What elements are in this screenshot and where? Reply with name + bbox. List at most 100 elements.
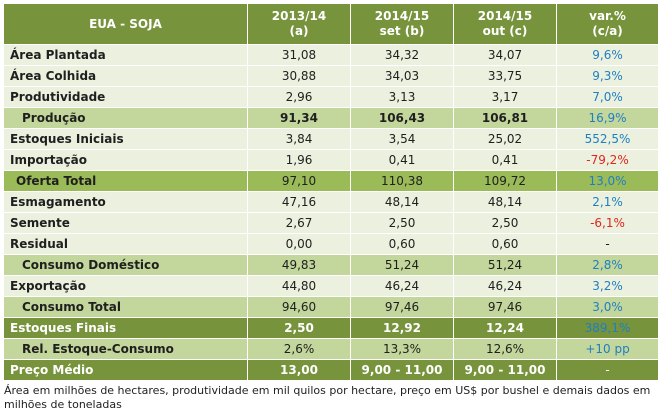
cell-c: 46,24: [453, 275, 557, 297]
cell-a: 1,96: [247, 149, 351, 171]
header-col-var: var.% (c/a): [556, 3, 659, 45]
cell-c: 34,07: [453, 44, 557, 66]
row-label: Importação: [3, 149, 248, 171]
cell-b: 3,13: [350, 86, 454, 108]
cell-c: 48,14: [453, 191, 557, 213]
header-title: EUA - SOJA: [3, 3, 248, 45]
cell-b: 106,43: [350, 107, 454, 129]
cell-b: 0,41: [350, 149, 454, 171]
row-label: Estoques Iniciais: [3, 128, 248, 150]
cell-var: 3,2%: [556, 275, 659, 297]
row-label: Esmagamento: [3, 191, 248, 213]
row-label: Produção: [3, 107, 248, 129]
table-row-total: Preço Médio 13,00 9,00 - 11,00 9,00 - 11…: [3, 359, 659, 381]
cell-a: 94,60: [247, 296, 351, 318]
row-label: Rel. Estoque-Consumo: [3, 338, 248, 360]
cell-c: 3,17: [453, 86, 557, 108]
cell-var: 2,1%: [556, 191, 659, 213]
table-row: Estoques Iniciais 3,84 3,54 25,02 552,5%: [3, 128, 659, 150]
cell-c: 33,75: [453, 65, 557, 87]
cell-a: 2,50: [247, 317, 351, 339]
cell-var: -: [556, 359, 659, 381]
row-label: Área Colhida: [3, 65, 248, 87]
cell-b: 51,24: [350, 254, 454, 276]
cell-var: -6,1%: [556, 212, 659, 234]
cell-var: -79,2%: [556, 149, 659, 171]
table-row: Semente 2,67 2,50 2,50 -6,1%: [3, 212, 659, 234]
cell-var: 389,1%: [556, 317, 659, 339]
table-row-subtotal: Rel. Estoque-Consumo 2,6% 13,3% 12,6% +1…: [3, 338, 659, 360]
row-label: Residual: [3, 233, 248, 255]
table-row: Área Colhida 30,88 34,03 33,75 9,3%: [3, 65, 659, 87]
row-label: Produtividade: [3, 86, 248, 108]
cell-b: 3,54: [350, 128, 454, 150]
cell-var: 9,6%: [556, 44, 659, 66]
cell-c: 109,72: [453, 170, 557, 192]
cell-var: +10 pp: [556, 338, 659, 360]
table-header: EUA - SOJA 2013/14 (a) 2014/15 set (b) 201…: [3, 3, 659, 45]
table-row: Produtividade 2,96 3,13 3,17 7,0%: [3, 86, 659, 108]
cell-a: 91,34: [247, 107, 351, 129]
cell-b: 34,03: [350, 65, 454, 87]
table-row: Exportação 44,80 46,24 46,24 3,2%: [3, 275, 659, 297]
table-row: Esmagamento 47,16 48,14 48,14 2,1%: [3, 191, 659, 213]
cell-var: 3,0%: [556, 296, 659, 318]
cell-var: -: [556, 233, 659, 255]
cell-a: 0,00: [247, 233, 351, 255]
cell-c: 9,00 - 11,00: [453, 359, 557, 381]
header-col-c: 2014/15 out (c): [453, 3, 557, 45]
cell-a: 13,00: [247, 359, 351, 381]
cell-b: 48,14: [350, 191, 454, 213]
table-row-subtotal: Produção 91,34 106,43 106,81 16,9%: [3, 107, 659, 129]
cell-c: 51,24: [453, 254, 557, 276]
footnote: Área em milhões de hectares, produtivida…: [4, 384, 651, 411]
cell-c: 97,46: [453, 296, 557, 318]
cell-a: 31,08: [247, 44, 351, 66]
cell-b: 110,38: [350, 170, 454, 192]
table-row-total: Estoques Finais 2,50 12,92 12,24 389,1%: [3, 317, 659, 339]
cell-var: 2,8%: [556, 254, 659, 276]
cell-var: 9,3%: [556, 65, 659, 87]
cell-a: 44,80: [247, 275, 351, 297]
row-label: Consumo Doméstico: [3, 254, 248, 276]
cell-var: 552,5%: [556, 128, 659, 150]
table-row: Residual 0,00 0,60 0,60 -: [3, 233, 659, 255]
cell-c: 106,81: [453, 107, 557, 129]
cell-b: 9,00 - 11,00: [350, 359, 454, 381]
cell-var: 16,9%: [556, 107, 659, 129]
table-row-subtotal: Consumo Total 94,60 97,46 97,46 3,0%: [3, 296, 659, 318]
cell-c: 2,50: [453, 212, 557, 234]
cell-var: 13,0%: [556, 170, 659, 192]
cell-b: 46,24: [350, 275, 454, 297]
row-label: Consumo Total: [3, 296, 248, 318]
cell-b: 34,32: [350, 44, 454, 66]
header-col-b: 2014/15 set (b): [350, 3, 454, 45]
row-label: Área Plantada: [3, 44, 248, 66]
cell-b: 12,92: [350, 317, 454, 339]
cell-c: 0,41: [453, 149, 557, 171]
table-row-subtotal: Consumo Doméstico 49,83 51,24 51,24 2,8%: [3, 254, 659, 276]
row-label: Preço Médio: [3, 359, 248, 381]
cell-a: 3,84: [247, 128, 351, 150]
cell-a: 97,10: [247, 170, 351, 192]
cell-a: 47,16: [247, 191, 351, 213]
cell-var: 7,0%: [556, 86, 659, 108]
cell-c: 12,24: [453, 317, 557, 339]
cell-a: 30,88: [247, 65, 351, 87]
row-label: Estoques Finais: [3, 317, 248, 339]
table-row-subtotal: Oferta Total 97,10 110,38 109,72 13,0%: [3, 170, 659, 192]
table-row: Importação 1,96 0,41 0,41 -79,2%: [3, 149, 659, 171]
table-row: Área Plantada 31,08 34,32 34,07 9,6%: [3, 44, 659, 66]
soy-balance-table-wrapper: EUA - SOJA 2013/14 (a) 2014/15 set (b) 201…: [3, 3, 659, 381]
row-label: Semente: [3, 212, 248, 234]
cell-c: 0,60: [453, 233, 557, 255]
cell-b: 13,3%: [350, 338, 454, 360]
cell-c: 25,02: [453, 128, 557, 150]
cell-b: 0,60: [350, 233, 454, 255]
cell-a: 2,67: [247, 212, 351, 234]
cell-a: 2,6%: [247, 338, 351, 360]
header-col-a: 2013/14 (a): [247, 3, 351, 45]
soy-balance-table: EUA - SOJA 2013/14 (a) 2014/15 set (b) 201…: [3, 3, 659, 381]
cell-c: 12,6%: [453, 338, 557, 360]
cell-a: 49,83: [247, 254, 351, 276]
